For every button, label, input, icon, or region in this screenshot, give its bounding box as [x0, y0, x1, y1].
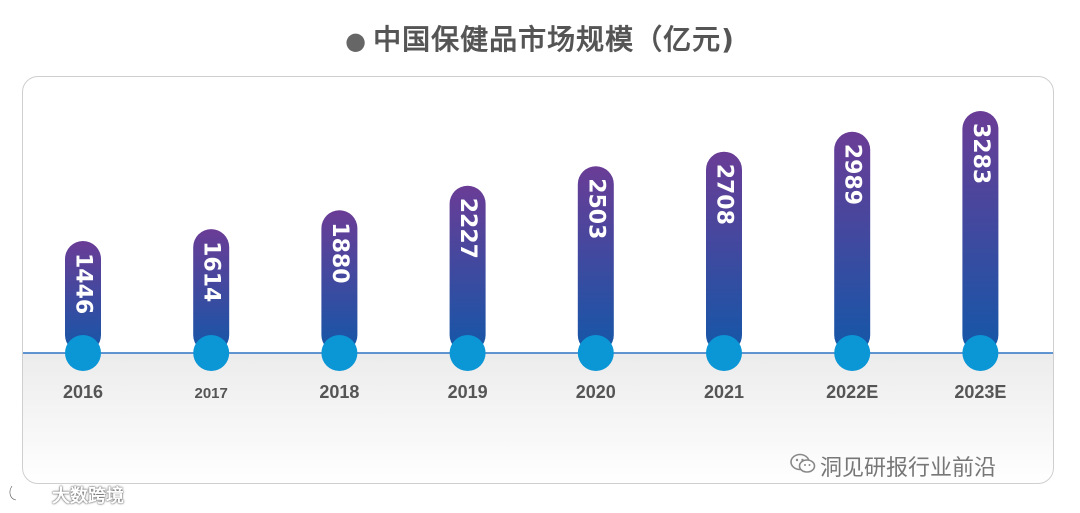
x-tick-label: 2020: [576, 382, 616, 402]
x-tick-label: 2023E: [954, 382, 1006, 402]
bar-group: 2227 2019: [448, 185, 488, 402]
bar-base-circle: [962, 335, 999, 371]
watermark-left-text: 大数跨境: [52, 486, 124, 507]
bar-value-label: 1880: [327, 222, 352, 283]
bar-group: 1446 2016: [63, 241, 103, 402]
logo-icon: [8, 484, 48, 507]
bar-value-label: 2989: [840, 144, 865, 205]
bar-group: 1614 2017: [193, 229, 230, 402]
x-tick-label: 2021: [704, 382, 744, 402]
bar-group: 2503 2020: [576, 166, 616, 402]
x-tick-label: 2016: [63, 382, 103, 402]
bar: [193, 229, 230, 353]
bar-base-circle: [449, 335, 486, 371]
bar-value-label: 2503: [583, 178, 608, 239]
wechat-icon: [790, 453, 816, 481]
title-bullet: ●: [345, 27, 368, 55]
bar-value-label: 2227: [455, 198, 480, 259]
bar: [65, 241, 101, 353]
bar-group: 3283 2023E: [954, 111, 1006, 402]
bar: [706, 151, 742, 353]
bar: [577, 166, 614, 353]
bar: [449, 185, 486, 353]
x-tick-label: 2022E: [826, 382, 878, 402]
bar-group: 2708 2021: [704, 151, 744, 402]
bar-base-circle: [65, 335, 101, 371]
watermark-right: 洞见研报行业前沿: [790, 450, 996, 482]
title-text: 中国保健品市场规模（亿元): [373, 23, 735, 56]
chart-title: ● 中国保健品市场规模（亿元): [0, 18, 1080, 58]
bar-value-label: 1614: [199, 241, 224, 302]
bar-base-circle: [577, 335, 614, 371]
bar-value-label: 2708: [712, 164, 737, 225]
bar: [834, 131, 871, 353]
x-tick-label: 2018: [319, 382, 359, 402]
bar-base-circle: [321, 335, 358, 371]
bar-group: 2989 2022E: [826, 131, 878, 402]
bar-base-circle: [834, 335, 871, 371]
bar-value-label: 3283: [968, 123, 993, 184]
bar: [962, 111, 999, 353]
watermark-right-text: 洞见研报行业前沿: [820, 456, 997, 481]
bar: [321, 210, 358, 353]
watermark-left: 大数跨境: [8, 482, 124, 508]
bar-base-circle: [193, 335, 230, 371]
bar-base-circle: [706, 335, 742, 371]
x-tick-label: 2017: [195, 385, 228, 402]
x-tick-label: 2019: [448, 382, 488, 402]
bar-group: 1880 2018: [319, 210, 359, 402]
bar-value-label: 1446: [71, 253, 96, 314]
